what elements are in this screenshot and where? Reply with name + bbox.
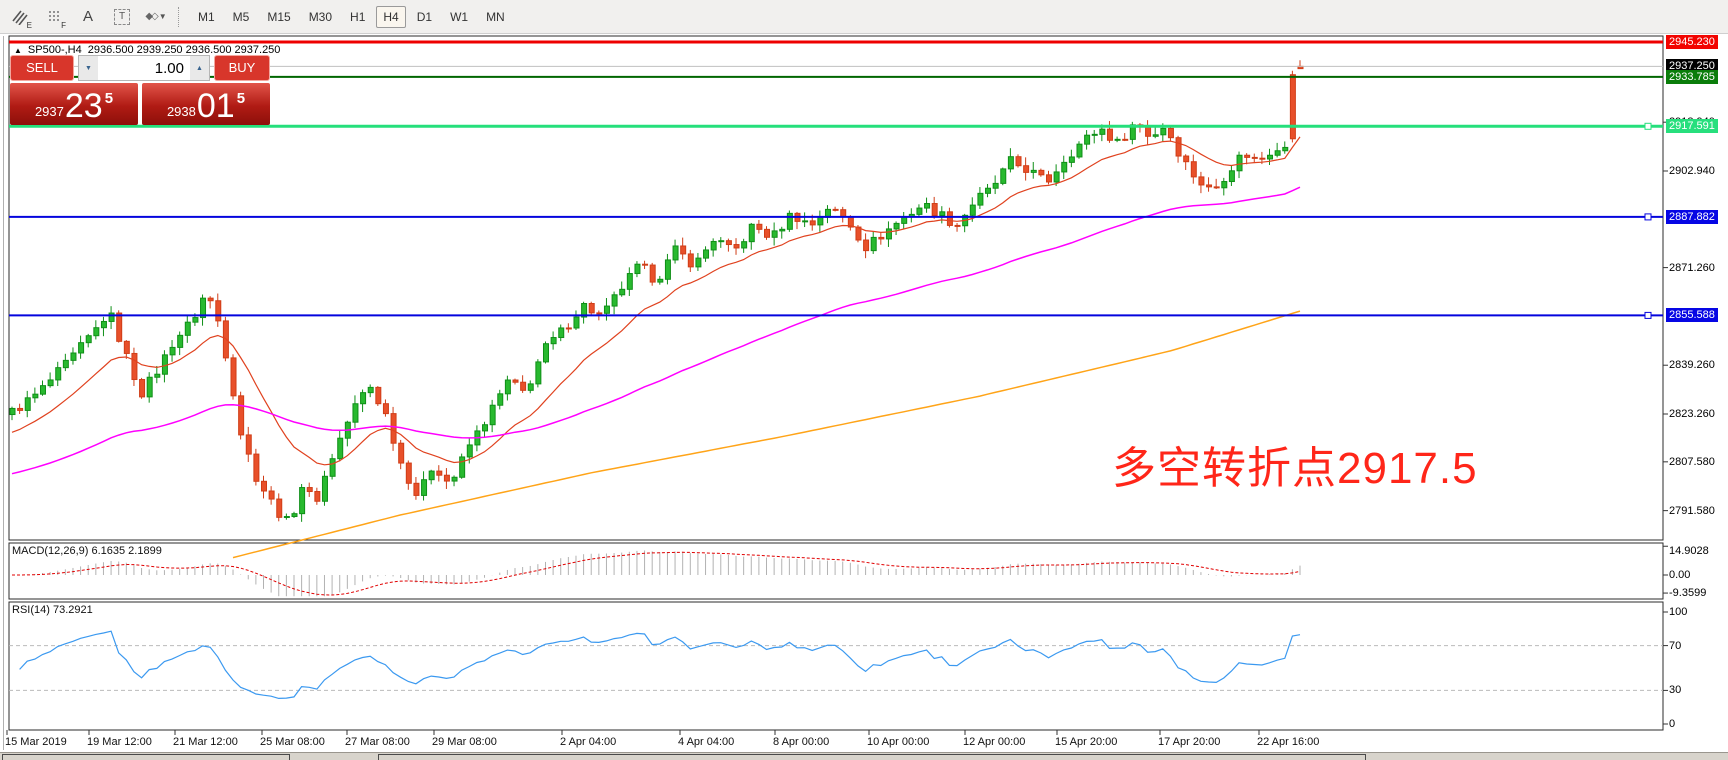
- indicator-scale-label: 100: [1669, 606, 1688, 618]
- timeline-label: 15 Apr 20:00: [1055, 736, 1118, 748]
- tab-tf-h4[interactable]: H4: [376, 5, 406, 28]
- timeline-label: 15 Mar 2019: [5, 736, 67, 748]
- bottom-strip-box: [378, 754, 1366, 760]
- sell-price-big: 23: [64, 87, 103, 125]
- buy-price-sup: 5: [236, 90, 246, 107]
- tab-tf-m15[interactable]: M15: [267, 9, 291, 24]
- indicator-scale-label: 0: [1669, 718, 1676, 730]
- boxed-t-glyph: T: [114, 8, 130, 25]
- tab-tf-m30[interactable]: M30: [308, 9, 333, 24]
- timeline-label: 8 Apr 00:00: [773, 736, 830, 748]
- timeline-label: 22 Apr 16:00: [1257, 736, 1320, 748]
- text-label-icon[interactable]: A: [76, 5, 100, 29]
- price-axis-label: 2887.882: [1666, 210, 1718, 224]
- collapse-icon[interactable]: ▲: [14, 45, 22, 55]
- buy-price-box[interactable]: 2938 01 5: [142, 83, 270, 125]
- price-axis-label: 2823.260: [1669, 408, 1715, 420]
- tab-tf-m5[interactable]: M5: [232, 9, 250, 24]
- bottom-strip-box: [2, 754, 290, 760]
- buy-button[interactable]: BUY: [214, 55, 270, 81]
- toolbar: E F A T ◆◇ ▼ M1 M5 M15 M30 H1 H4 D1 W1 MN: [0, 0, 1728, 34]
- left-edge-line: [3, 36, 4, 750]
- shapes-dropdown-icon[interactable]: ◆◇ ▼: [144, 5, 168, 29]
- timeline-label: 17 Apr 20:00: [1158, 736, 1221, 748]
- price-axis-label: 2855.588: [1666, 308, 1718, 322]
- sell-price-prefix: 2937: [34, 104, 64, 119]
- indicator-scale-label: 0.00: [1669, 569, 1691, 581]
- icon-sub-label: E: [26, 20, 32, 30]
- tab-tf-m1[interactable]: M1: [198, 9, 215, 24]
- volume-decrease-button[interactable]: ▼: [78, 55, 98, 81]
- macd-label: MACD(12,26,9) 6.1635 2.1899: [12, 545, 162, 557]
- price-axis-label: 2871.260: [1669, 262, 1715, 274]
- toolbar-icon-group: E F A T ◆◇ ▼: [8, 5, 168, 30]
- indicator-scale-label: 70: [1669, 640, 1682, 652]
- toolbar-separator: [178, 6, 179, 27]
- indicator-scale-label: 30: [1669, 684, 1682, 696]
- timeline-label: 2 Apr 04:00: [560, 736, 617, 748]
- icon-sub-label: F: [61, 20, 66, 30]
- rsi-label: RSI(14) 73.2921: [12, 604, 93, 616]
- price-axis-label: 2791.580: [1669, 505, 1715, 517]
- tab-tf-d1[interactable]: D1: [416, 9, 433, 24]
- symbol-timeframe-label: SP500-,H4: [27, 44, 82, 56]
- volume-input[interactable]: [98, 55, 190, 81]
- timeline-label: 21 Mar 12:00: [173, 736, 238, 748]
- timeline-label: 12 Apr 00:00: [963, 736, 1026, 748]
- pencil-lines-icon: [12, 10, 28, 25]
- price-axis-label: 2902.940: [1669, 165, 1715, 177]
- tab-tf-w1[interactable]: W1: [450, 9, 469, 24]
- tab-tf-h1[interactable]: H1: [350, 9, 366, 24]
- timeline-label: 27 Mar 08:00: [345, 736, 410, 748]
- diamond-glyph: ◆◇: [145, 11, 158, 22]
- chart-annotation: 多空转折点2917.5: [1112, 444, 1478, 493]
- timeframe-switcher: M1 M5 M15 M30 H1 H4 D1 W1 MN: [189, 5, 514, 28]
- one-click-trade-panel: SELL ▼ ▲ BUY 2937 23 5 2938 01 5: [10, 55, 270, 125]
- ohlc-values: 2936.500 2939.250 2936.500 2937.250: [87, 44, 281, 56]
- chart-title: ▲ SP500-,H4 2936.500 2939.250 2936.500 2…: [14, 44, 280, 56]
- chevron-down-icon: ▼: [158, 12, 167, 21]
- price-axis-label: 2839.260: [1669, 359, 1715, 371]
- bottom-window-strip: [0, 752, 1728, 760]
- grid-dots-glyph: [47, 10, 61, 23]
- sell-button[interactable]: SELL: [10, 55, 74, 81]
- price-axis-label: 2945.230: [1666, 35, 1718, 49]
- price-axis-label: 2937.250: [1666, 59, 1718, 73]
- letter-a-glyph: A: [82, 8, 93, 25]
- textbox-icon[interactable]: T: [110, 5, 134, 29]
- indicator-scale-label: 14.9028: [1669, 545, 1709, 557]
- tab-tf-mn[interactable]: MN: [486, 9, 505, 24]
- volume-increase-button[interactable]: ▲: [190, 55, 210, 81]
- draw-styles-icon[interactable]: E: [8, 5, 32, 30]
- grid-icon[interactable]: F: [42, 5, 66, 30]
- buy-price-big: 01: [196, 87, 235, 125]
- price-axis-label: 2933.785: [1666, 70, 1718, 84]
- indicator-scale-label: -9.3599: [1669, 587, 1707, 599]
- sell-price-sup: 5: [104, 90, 114, 107]
- sell-price-box[interactable]: 2937 23 5: [10, 83, 138, 125]
- price-axis-label: 2807.580: [1669, 456, 1715, 468]
- timeline-label: 10 Apr 00:00: [867, 736, 930, 748]
- timeline-label: 19 Mar 12:00: [87, 736, 152, 748]
- timeline-label: 29 Mar 08:00: [432, 736, 497, 748]
- price-axis-label: 2917.591: [1666, 119, 1718, 133]
- buy-price-prefix: 2938: [166, 104, 196, 119]
- timeline-label: 4 Apr 04:00: [678, 736, 735, 748]
- timeline-label: 25 Mar 08:00: [260, 736, 325, 748]
